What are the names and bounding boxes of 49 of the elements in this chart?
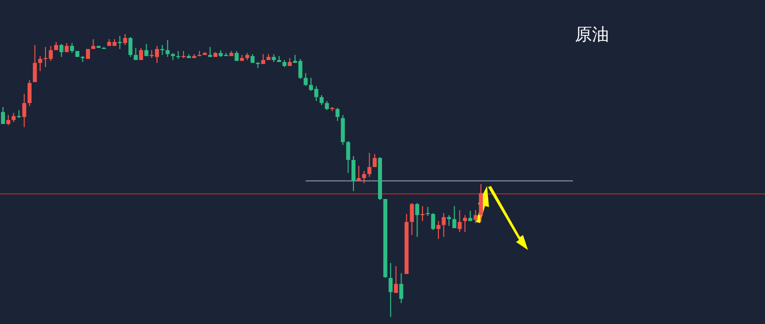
candlestick	[6, 114, 10, 126]
candlestick	[166, 39, 170, 58]
candlestick	[362, 170, 366, 184]
candlestick	[458, 210, 462, 233]
candlestick	[372, 153, 377, 168]
candlestick	[436, 220, 440, 240]
candlestick	[447, 214, 452, 226]
candlestick	[1, 106, 5, 124]
candlestick	[28, 80, 32, 106]
candlestick	[388, 262, 393, 318]
candlestick	[12, 112, 16, 123]
candlestick	[346, 140, 350, 174]
candlestick	[431, 212, 436, 231]
candlestick	[22, 93, 26, 128]
candlestick	[123, 34, 128, 46]
candlestick	[474, 210, 478, 224]
candlestick	[320, 94, 324, 106]
candlestick	[351, 155, 356, 192]
candlestick	[394, 266, 398, 294]
candlestick	[139, 47, 144, 61]
candlestick	[304, 72, 308, 87]
candlestick	[426, 206, 430, 216]
candlestick	[324, 100, 329, 111]
candlestick	[32, 44, 37, 83]
candlestick	[399, 272, 404, 304]
candlestick	[410, 202, 414, 236]
candlestick	[462, 214, 467, 233]
candlestick	[234, 50, 239, 62]
candlestick	[134, 47, 138, 61]
candlestick	[415, 202, 420, 238]
candlestick	[314, 86, 318, 102]
candlestick	[70, 42, 74, 54]
candlestick	[59, 43, 64, 58]
candlestick	[308, 77, 313, 92]
candlestick	[336, 107, 340, 122]
candlestick	[48, 45, 53, 62]
candlestick	[356, 165, 361, 182]
candlestick	[43, 46, 48, 68]
candlestick	[144, 43, 148, 57]
candlestick	[452, 206, 456, 229]
candlestick	[298, 58, 302, 80]
candlestick	[478, 183, 483, 222]
candlestick	[154, 45, 159, 64]
candlestick	[38, 56, 42, 72]
candlestick	[367, 152, 372, 178]
candlestick	[442, 212, 446, 238]
candlestick	[128, 36, 132, 58]
title: 原油	[575, 25, 609, 45]
candlestick	[208, 46, 212, 58]
